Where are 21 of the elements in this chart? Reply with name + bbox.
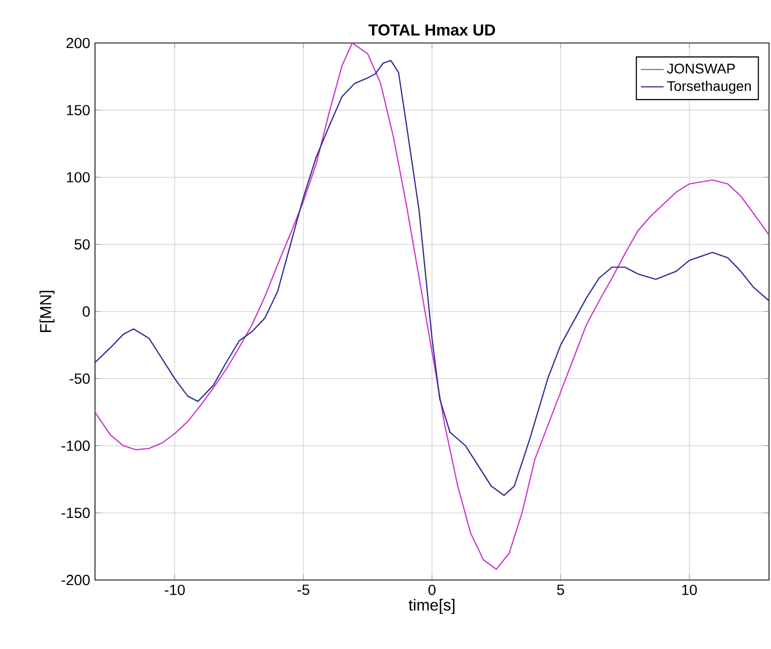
line-series: [95, 60, 770, 496]
y-tick-label: 0: [82, 306, 90, 317]
y-tick-label: -50: [70, 373, 90, 384]
legend-label: JONSWAP: [667, 64, 735, 74]
legend-label: Torsethaugen: [667, 80, 751, 94]
y-tick-label: 200: [66, 38, 90, 48]
x-tick-label: -5: [298, 584, 310, 595]
chart-title: TOTAL Hmax UD: [368, 24, 496, 36]
x-tick-label: 5: [557, 584, 564, 595]
y-tick-label: 150: [66, 104, 90, 116]
x-tick-label: -10: [164, 584, 185, 596]
y-tick-label: -200: [62, 574, 90, 586]
y-tick-label: 100: [66, 172, 90, 182]
y-tick-label: 50: [74, 239, 90, 250]
y-tick-label: -100: [62, 440, 90, 451]
x-tick-label: 10: [682, 584, 697, 596]
y-axis-title: F[MN]: [40, 290, 54, 332]
x-axis-title: time[s]: [408, 598, 454, 614]
x-tick-label: 0: [428, 584, 436, 596]
y-tick-label: -150: [62, 508, 90, 518]
line-series: [95, 42, 770, 570]
